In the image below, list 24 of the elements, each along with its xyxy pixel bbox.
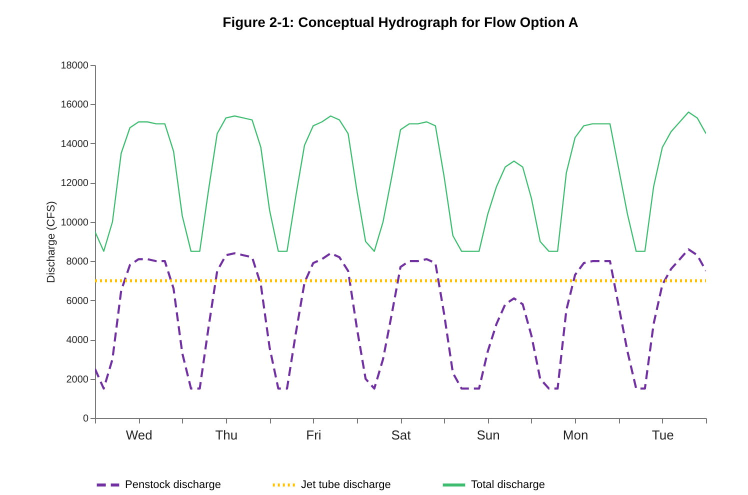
legend-label: Total discharge	[471, 479, 545, 491]
y-axis-title: Discharge (CFS)	[46, 201, 58, 283]
x-tick-label: Mon	[562, 428, 588, 442]
line-series	[95, 248, 706, 390]
y-tick-label: 8000	[66, 256, 89, 268]
x-tick-label: Tue	[652, 428, 674, 442]
y-tick-label: 18000	[60, 60, 89, 72]
legend-label: Jet tube discharge	[301, 479, 391, 491]
y-tick-label: 4000	[66, 335, 89, 346]
x-tick-label: Thu	[215, 428, 238, 442]
y-tick-label: 10000	[60, 217, 89, 228]
y-tick-label: 6000	[66, 296, 89, 307]
y-tick-label: 16000	[60, 100, 89, 111]
y-tick-label: 12000	[60, 178, 89, 190]
chart-title: Figure 2-1: Conceptual Hydrograph for Flow Option A	[222, 14, 578, 30]
y-tick-label: 0	[82, 414, 89, 424]
x-tick-label: Fri	[306, 428, 322, 442]
x-tick-label: Sun	[476, 428, 500, 442]
legend-label: Penstock discharge	[125, 479, 221, 491]
x-tick-label: Sat	[391, 428, 412, 442]
y-tick-label: 2000	[66, 374, 89, 386]
line-series	[95, 111, 706, 252]
y-tick-label: 14000	[60, 138, 89, 150]
x-tick-label: Wed	[126, 428, 152, 442]
